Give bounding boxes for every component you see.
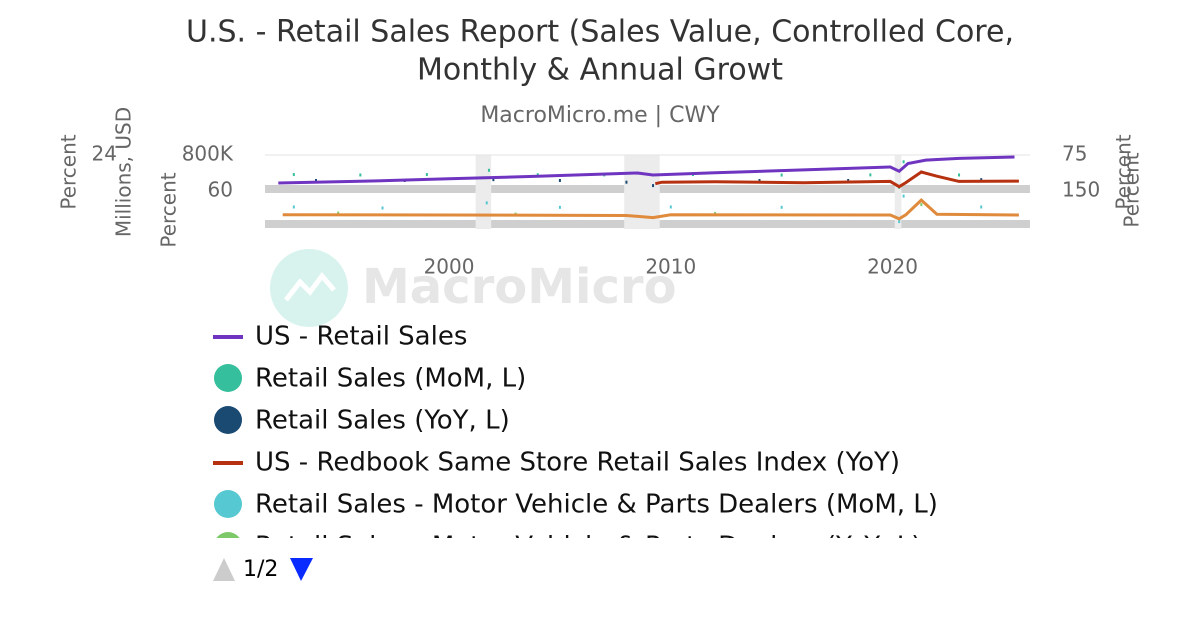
series-dot [652, 184, 655, 188]
series-dot [869, 173, 872, 177]
chart-title: U.S. - Retail Sales Report (Sales Value,… [186, 15, 1014, 50]
legend-label: US - Retail Sales [255, 322, 467, 352]
series-line [278, 155, 1015, 185]
axis-label: Percent [157, 172, 181, 247]
recession-band [624, 191, 660, 229]
series-dot [958, 173, 961, 177]
chart-title: Monthly & Annual Growt [417, 53, 783, 88]
recession-band [894, 155, 902, 193]
series-dot [492, 178, 495, 182]
y-tick-label: 150 [1062, 178, 1100, 202]
legend-label: US - Redbook Same Store Retail Sales Ind… [255, 448, 900, 478]
legend-label: Retail Sales - Motor Vehicle & Parts Dea… [255, 490, 938, 520]
series-dot [337, 211, 340, 215]
series-dot [315, 179, 317, 182]
series-dot [558, 179, 561, 182]
pager-prev[interactable] [213, 558, 235, 581]
recession-band [894, 191, 902, 229]
series-dot [292, 205, 295, 209]
legend-label: Retail Sales - Motor Vehicle & Parts Dea… [255, 532, 921, 562]
series-dot [381, 206, 384, 210]
x-tick-label: 2020 [867, 255, 918, 279]
legend-swatch [216, 532, 240, 538]
axis-label: Percent [1120, 152, 1144, 227]
recession-band [475, 191, 492, 229]
series-dot [359, 173, 362, 177]
series-dot [485, 201, 488, 205]
series-dot [780, 173, 783, 177]
legend-label: Retail Sales (YoY, L) [255, 406, 510, 436]
series-dot [758, 179, 761, 182]
series-dot [425, 173, 428, 177]
series-dot [780, 205, 783, 209]
series-dot [980, 178, 983, 182]
axis-label: Percent [57, 134, 81, 209]
x-tick-label: 2010 [645, 255, 696, 279]
legend: US - Retail Sales Retail Sales (MoM, L) Re… [213, 322, 938, 562]
watermark-icon [284, 272, 336, 302]
series-dot [847, 179, 850, 182]
y-tick-label: 24 [92, 142, 117, 166]
y-tick-label: 75 [1062, 142, 1087, 166]
legend-swatch [214, 406, 242, 434]
series-dot [669, 205, 672, 209]
series-dot [487, 168, 490, 172]
series-dot [292, 173, 295, 177]
pager-label: 1/2 [243, 557, 278, 582]
axis-label: Percent [1112, 134, 1136, 209]
recession-band [475, 155, 492, 193]
series-dot [902, 194, 905, 198]
y-tick-label: 60 [208, 178, 233, 202]
series-dot [920, 203, 923, 207]
series-line [654, 170, 1019, 189]
legend-swatch [214, 490, 242, 518]
series-dot [558, 205, 561, 209]
x-tick-label: 2000 [424, 255, 475, 279]
axis-label: Millions, USD [112, 107, 136, 237]
y-tick-label: 800K [182, 142, 234, 166]
series-dot [536, 173, 539, 177]
series-line [282, 198, 1019, 221]
series-dot [902, 160, 905, 164]
series-dot [898, 220, 901, 224]
legend-label: Retail Sales (MoM, L) [255, 364, 526, 394]
chart-subtitle: MacroMicro.me | CWY [480, 103, 720, 128]
series-dot [980, 205, 983, 209]
watermark: MacroMicro [362, 259, 677, 315]
series-dot [625, 180, 628, 184]
legend-swatch [214, 364, 242, 392]
pager-next[interactable] [290, 558, 313, 581]
